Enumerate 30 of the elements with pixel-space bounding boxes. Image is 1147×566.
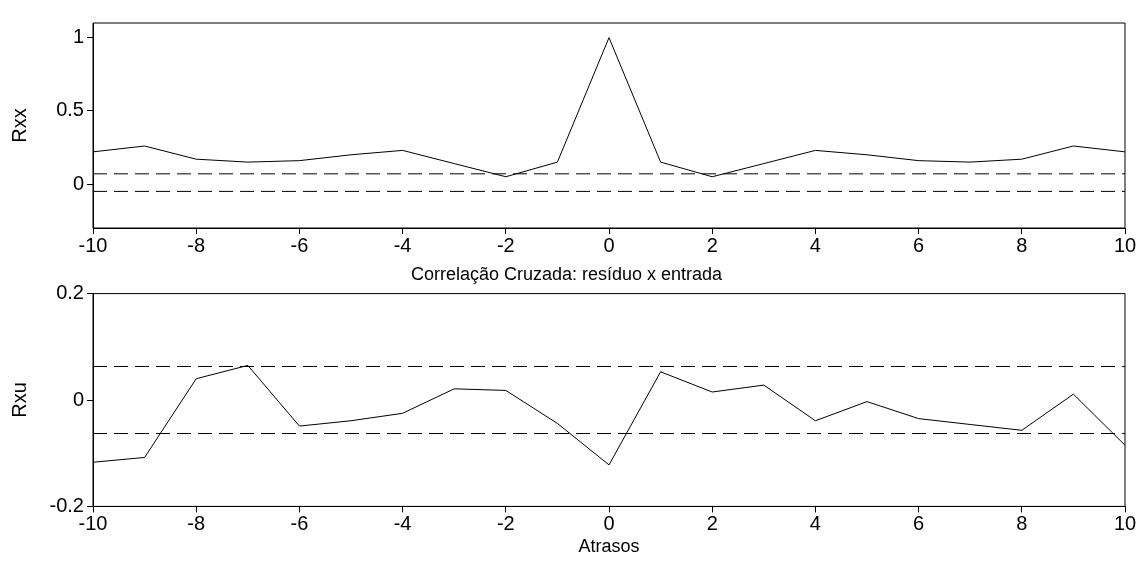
x-tick-label: 4: [809, 511, 821, 534]
x-tick-label: 6: [913, 511, 925, 534]
y-axis-title: Rxu: [7, 382, 30, 418]
x-tick-label: -8: [187, 233, 206, 256]
y-tick-label: 0: [72, 171, 84, 194]
x-tick-label: -10: [78, 233, 108, 256]
y-tick-label: 0: [72, 387, 84, 410]
x-tick-label: 4: [809, 233, 821, 256]
chart-title: Correlação Cruzada: resíduo x entrada: [410, 263, 724, 284]
x-tick-label: -2: [496, 511, 515, 534]
x-tick-label: 2: [706, 233, 718, 256]
x-tick-label: 10: [1113, 511, 1137, 534]
x-axis-title: Atrasos: [578, 536, 640, 557]
x-tick-label: 6: [913, 233, 925, 256]
y-axis-title: Rxx: [7, 108, 30, 143]
y-tick-label: 1: [72, 25, 84, 48]
x-tick-label: -4: [393, 233, 412, 256]
x-tick-label: -4: [393, 511, 412, 534]
x-tick-label: 10: [1113, 233, 1137, 256]
x-tick-label: -8: [187, 511, 206, 534]
y-tick-label: 0.5: [56, 98, 84, 121]
x-tick-label: -6: [290, 233, 309, 256]
x-tick-label: 8: [1016, 511, 1028, 534]
x-tick-label: 0: [603, 511, 615, 534]
x-tick-label: 2: [706, 511, 718, 534]
x-tick-label: -2: [496, 233, 515, 256]
y-tick-label: 0.2: [56, 281, 84, 304]
x-tick-label: 8: [1016, 233, 1028, 256]
x-tick-label: -6: [290, 511, 309, 534]
x-tick-label: 0: [603, 233, 615, 256]
